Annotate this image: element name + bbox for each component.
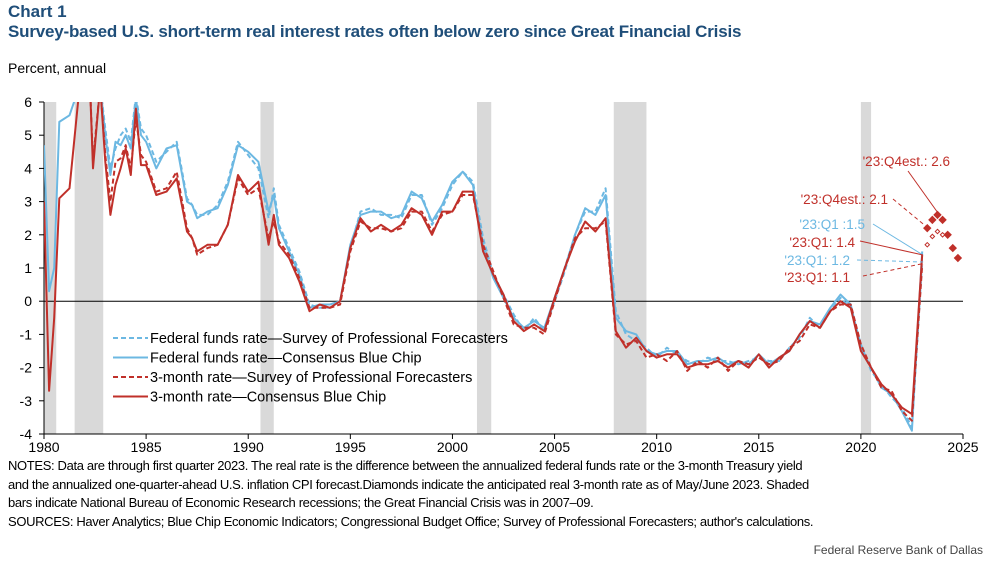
recession-bar — [860, 102, 872, 434]
diamond-marker — [948, 243, 957, 253]
notes-line: and the annualized one-quarter-ahead U.S… — [8, 476, 809, 492]
y-tick-label: -3 — [20, 393, 33, 409]
annotation-label: '23:Q4est.: 2.6 — [863, 154, 950, 169]
recession-bar — [613, 102, 647, 434]
y-tick-label: 6 — [24, 94, 32, 110]
annotation-leader — [872, 223, 924, 256]
series-group — [44, 102, 924, 432]
annotation-label: '23:Q1: 1.2 — [784, 253, 850, 268]
legend-label: 3-month rate—Survey of Professional Fore… — [150, 370, 472, 386]
legend-label: 3-month rate—Consensus Blue Chip — [150, 390, 386, 406]
notes-line: NOTES: Data are through first quarter 20… — [8, 458, 803, 473]
annotation-label: '23:Q1: 1.4 — [789, 235, 855, 250]
y-tick-label: -4 — [20, 426, 33, 442]
x-tick-label: 1995 — [335, 439, 366, 455]
y-axis-label: Percent, annual — [8, 60, 107, 76]
recession-bar — [74, 102, 104, 434]
y-tick-label: -2 — [20, 360, 33, 376]
diamond-marker-hollow — [934, 228, 941, 235]
x-tick-label: 2010 — [641, 439, 672, 455]
chart-title: Survey-based U.S. short-term real intere… — [8, 22, 742, 41]
notes-line: bars indicate National Bureau of Economi… — [8, 495, 594, 510]
diamond-marker — [923, 223, 932, 233]
diamond-marker-hollow — [939, 231, 946, 238]
y-tick-label: 5 — [24, 127, 32, 143]
x-tick-label: 2015 — [743, 439, 774, 455]
x-tick-label: 1990 — [233, 439, 264, 455]
diamond-marker — [953, 253, 963, 263]
annotation-leader — [907, 170, 939, 214]
annotation-label: '23:Q4est.: 2.1 — [801, 192, 888, 207]
diamond-marker — [933, 210, 942, 220]
y-tick-label: 1 — [24, 260, 32, 276]
legend-label: Federal funds rate—Consensus Blue Chip — [150, 351, 422, 367]
y-tick-label: 4 — [24, 160, 32, 176]
recession-bar — [476, 102, 492, 434]
notes: NOTES: Data are through first quarter 20… — [8, 457, 814, 531]
annotation-leader — [862, 263, 922, 277]
x-tick-label: 1985 — [131, 439, 162, 455]
series-line-3 — [44, 102, 924, 416]
x-tick-label: 2020 — [845, 439, 876, 455]
diamond-marker-hollow — [929, 233, 936, 240]
diamond-marker-hollow — [924, 241, 931, 248]
annotation-leader — [859, 240, 924, 256]
x-tick-label: 2000 — [437, 439, 468, 455]
y-tick-label: 2 — [24, 227, 32, 243]
diamond-marker — [928, 215, 937, 225]
diamond-marker — [943, 230, 952, 240]
legend-label: Federal funds rate—Survey of Professiona… — [150, 331, 508, 347]
y-tick-label: -1 — [20, 326, 33, 342]
x-tick-label: 1980 — [28, 439, 59, 455]
annotation-leader — [892, 198, 929, 229]
annotation-label: '23:Q1: 1.1 — [784, 270, 850, 285]
x-tick-label: 2005 — [539, 439, 570, 455]
y-tick-label: 0 — [24, 293, 32, 309]
chart-number: Chart 1 — [8, 2, 67, 21]
y-tick-label: 3 — [24, 194, 32, 210]
sources: SOURCES: Haver Analytics; Blue Chip Econ… — [8, 513, 814, 529]
x-tick-label: 2025 — [947, 439, 978, 455]
credit: Federal Reserve Bank of Dallas — [813, 543, 983, 557]
diamond-marker — [938, 215, 947, 225]
annotation-label: '23:Q1 :1.5 — [799, 217, 865, 232]
